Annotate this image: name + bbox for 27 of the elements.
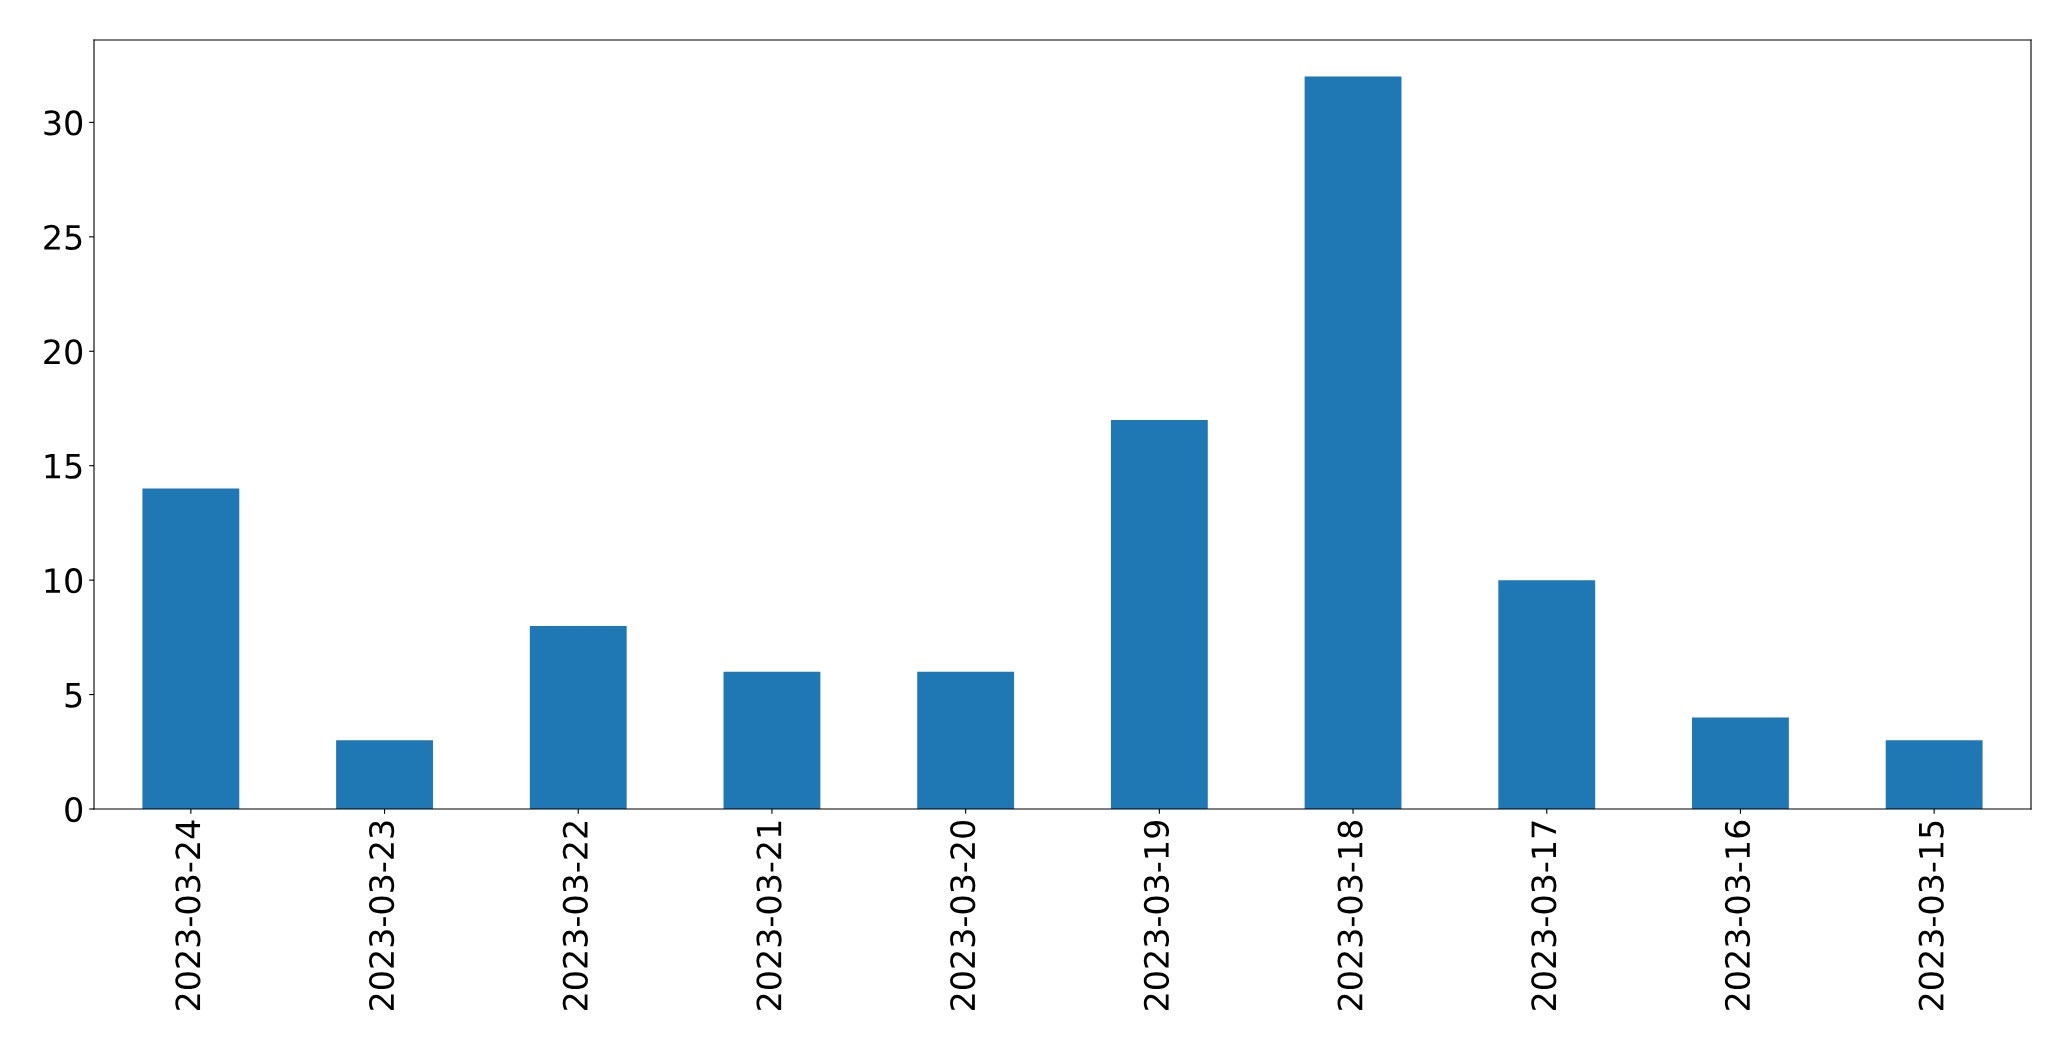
x-tick-label: 2023-03-16 <box>1724 820 1751 1010</box>
y-tick-label: 30 <box>44 110 83 136</box>
y-tick-label: 20 <box>44 339 83 365</box>
bar <box>1304 76 1402 809</box>
y-tick-label: 5 <box>65 682 82 708</box>
bar <box>1498 580 1596 809</box>
x-tick-label: 2023-03-19 <box>1143 821 1170 1010</box>
bar <box>917 671 1015 809</box>
x-tick-label: 2023-03-20 <box>950 820 976 1010</box>
y-tick-label: 15 <box>45 454 82 479</box>
x-tick-label: 2023-03-24 <box>175 820 201 1010</box>
y-tick-label: 10 <box>45 568 83 594</box>
y-tick-label: 25 <box>44 224 82 250</box>
bar <box>529 625 627 809</box>
bar <box>1692 717 1789 809</box>
x-tick-label: 2023-03-23 <box>369 821 395 1010</box>
bar <box>723 671 821 809</box>
x-tick-label: 2023-03-21 <box>756 821 782 1010</box>
x-tick-label: 2023-03-15 <box>1918 821 1944 1010</box>
bar <box>1110 419 1208 809</box>
bar <box>336 740 433 809</box>
bar <box>142 488 240 809</box>
y-tick-label: 0 <box>65 796 83 823</box>
x-tick-label: 2023-03-22 <box>562 822 588 1010</box>
bar <box>1885 740 1983 809</box>
x-tick-label: 2023-03-17 <box>1531 821 1557 1010</box>
x-tick-label: 2023-03-18 <box>1337 821 1363 1010</box>
